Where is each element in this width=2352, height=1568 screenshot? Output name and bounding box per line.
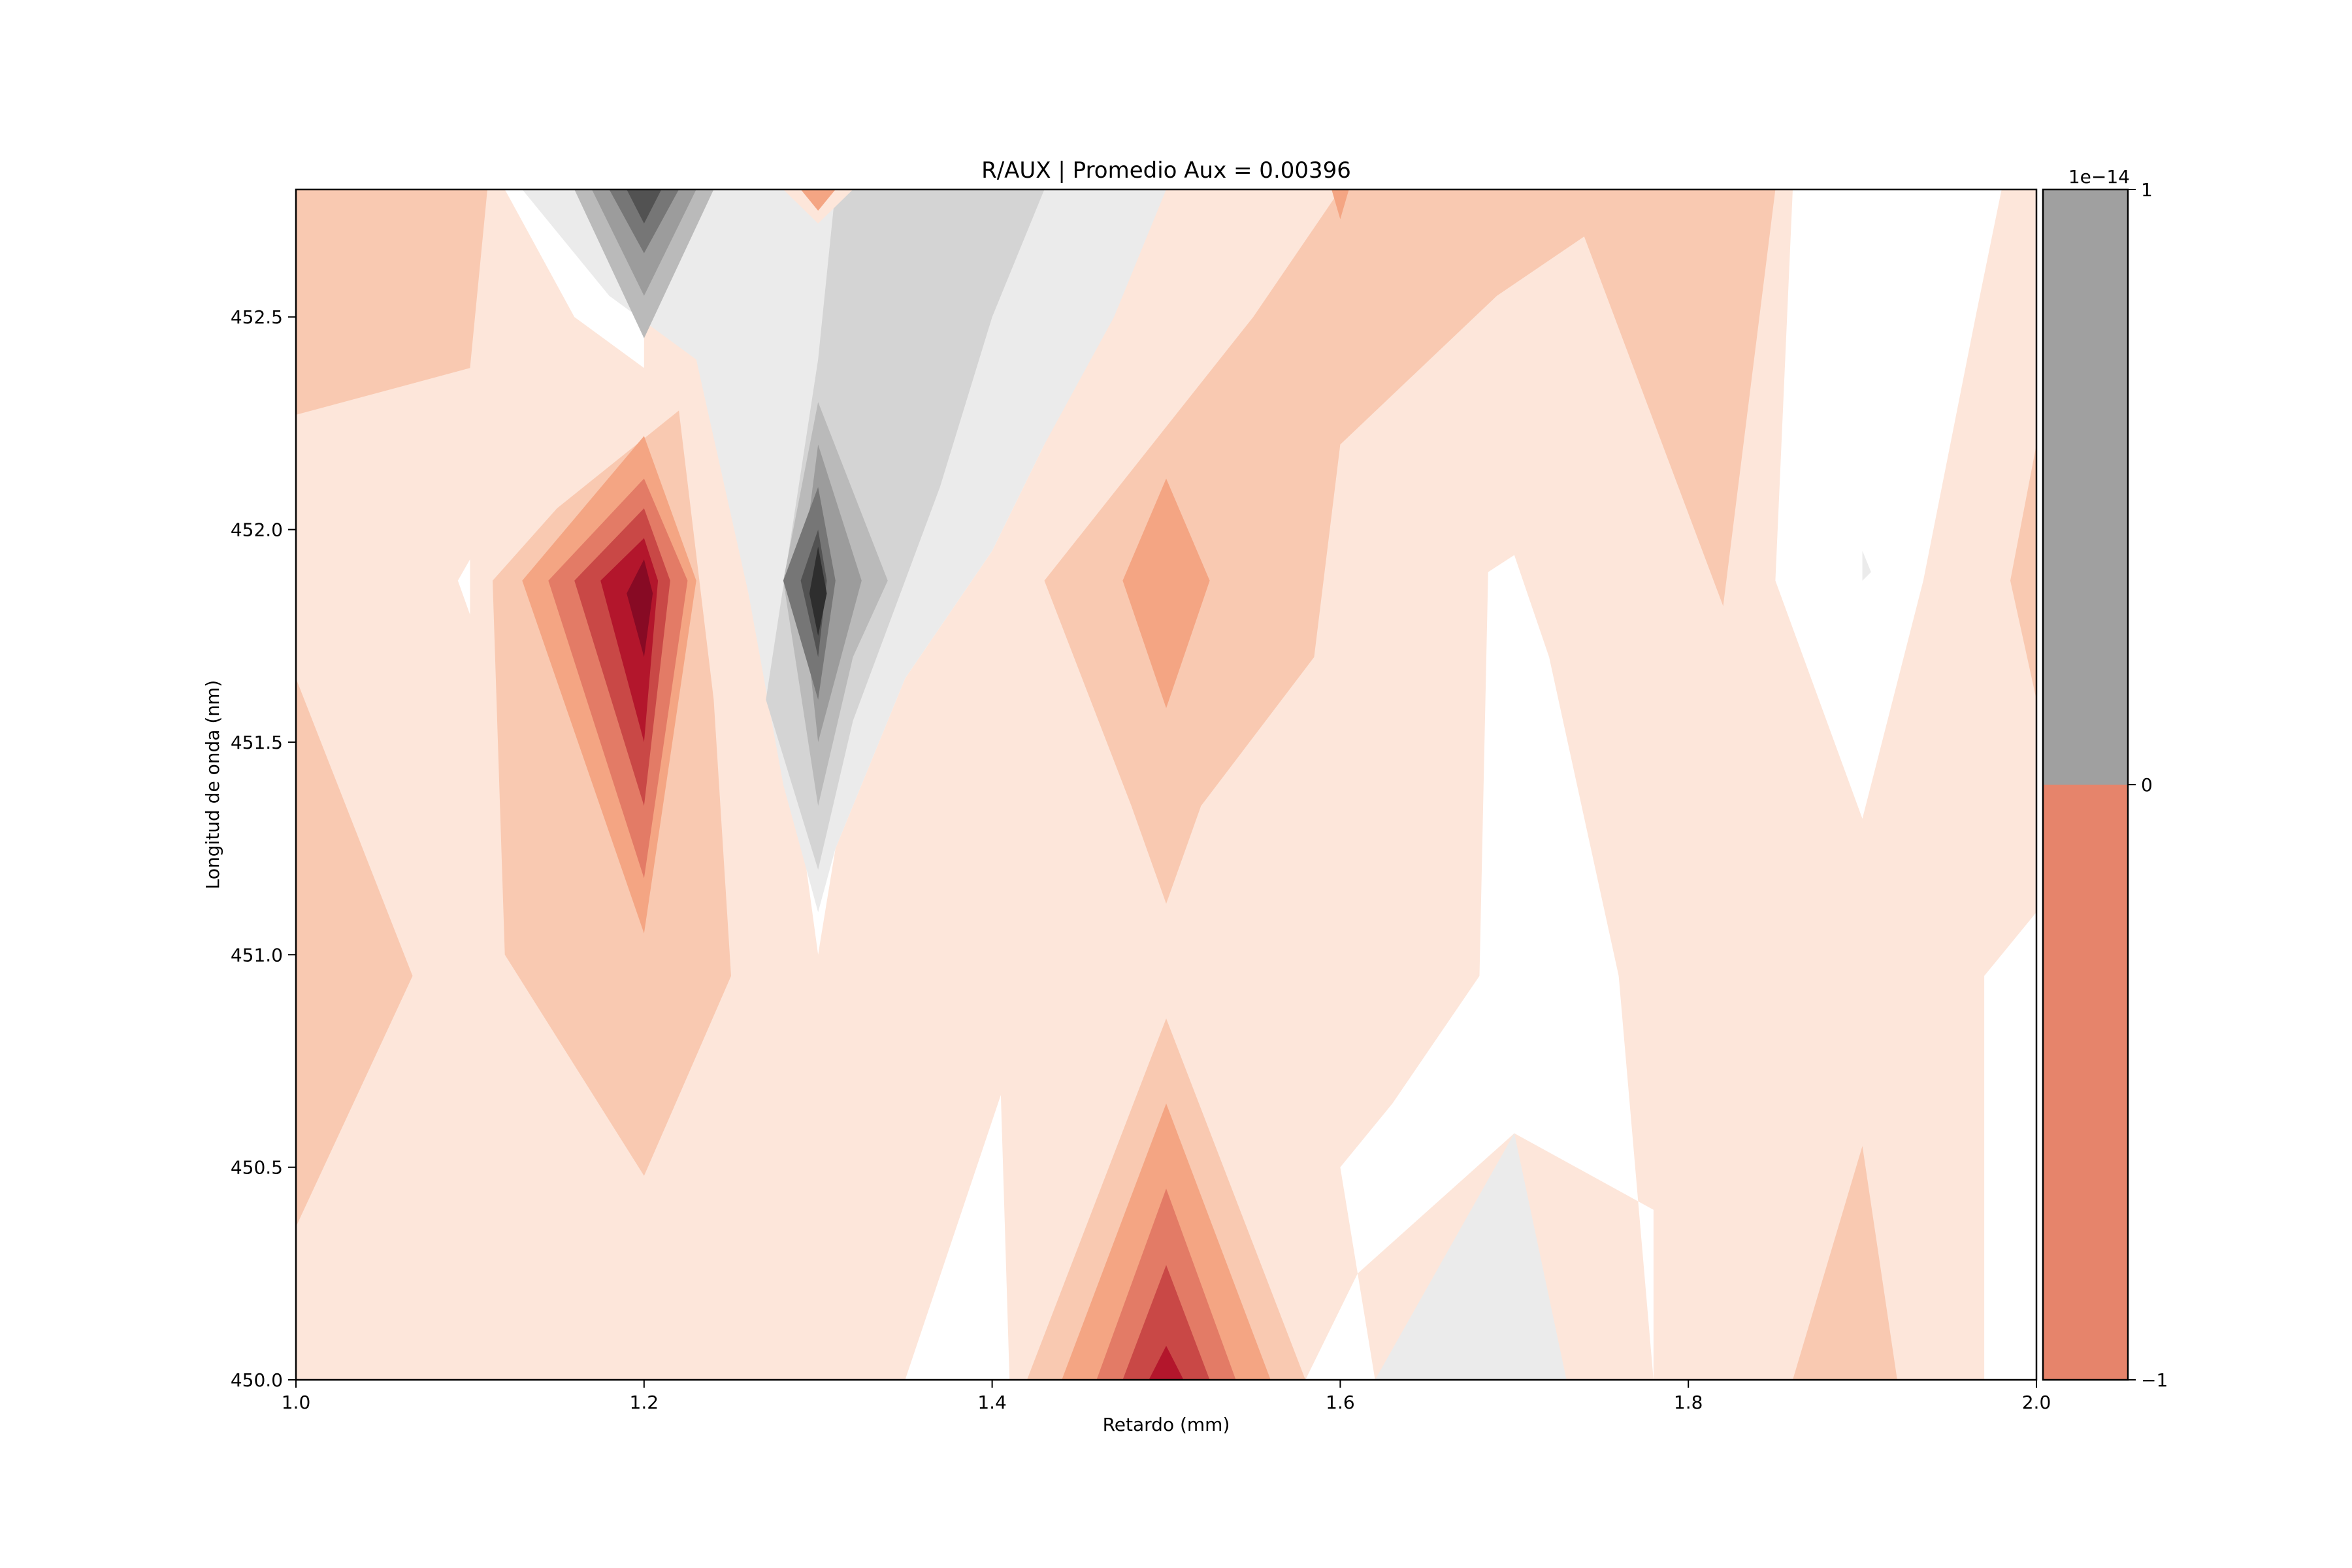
x-axis: 1.0 1.2 1.4 1.6 1.8 2.0 — [282, 1380, 2051, 1413]
colorbar-segment — [2043, 189, 2128, 785]
contour-region-red-2 — [296, 189, 487, 415]
contour-region-gray-2 — [992, 189, 1010, 233]
contour-regions — [296, 189, 2036, 1380]
y-tick-label: 451.5 — [231, 732, 283, 753]
x-tick-label: 1.8 — [1674, 1392, 1703, 1413]
y-tick-label: 452.0 — [231, 519, 283, 541]
contour-region-red-5 — [1122, 1265, 1210, 1380]
colorbar-tick-label: 0 — [2141, 774, 2153, 796]
plot-frame — [295, 188, 2038, 1381]
chart-title: R/AUX | Promedio Aux = 0.00396 — [981, 157, 1351, 184]
contour-region-gray-6 — [627, 189, 662, 224]
contour-region-red-2 — [2010, 444, 2036, 700]
contour-region-white — [1984, 912, 2036, 1380]
contour-region-white — [457, 559, 470, 615]
y-tick-label: 450.5 — [231, 1157, 283, 1179]
colorbar: 1 0 −1 — [2042, 179, 2168, 1391]
contour-region-red-2 — [1566, 189, 1776, 606]
contour-region-red-2 — [1044, 189, 1654, 904]
contour-region-white — [1775, 189, 2002, 819]
contour-region-red-2 — [296, 678, 413, 1227]
x-tick-label: 2.0 — [2022, 1392, 2051, 1413]
y-tick-label: 451.0 — [231, 944, 283, 966]
x-tick-label: 1.0 — [282, 1392, 311, 1413]
contour-region-white — [1305, 555, 1654, 1380]
contour-region-red-7 — [627, 559, 653, 657]
colorbar-segment — [2043, 785, 2128, 1380]
contour-region-gray-7 — [809, 546, 827, 636]
colorbar-exponent-label: 1e−14 — [2068, 166, 2130, 188]
contour-region-red-6 — [1149, 1345, 1184, 1380]
x-axis-label: Retardo (mm) — [1103, 1414, 1230, 1435]
colorbar-tick-label: −1 — [2141, 1369, 2168, 1391]
x-tick-label: 1.4 — [977, 1392, 1007, 1413]
x-tick-label: 1.6 — [1326, 1392, 1355, 1413]
colorbar-tick-label: 1 — [2141, 179, 2153, 201]
contour-region-red-3 — [1122, 478, 1210, 708]
y-axis-label: Longitud de onda (nm) — [202, 680, 223, 889]
contour-region-red-3 — [800, 189, 836, 211]
contour-region-white — [905, 1095, 1010, 1380]
contour-region-gray-1 — [1862, 551, 1871, 581]
y-axis: 450.0 450.5 451.0 451.5 452.0 452.5 — [231, 306, 296, 1391]
y-tick-label: 452.5 — [231, 306, 283, 328]
contour-region-red-2 — [1793, 1146, 1897, 1380]
x-tick-label: 1.2 — [630, 1392, 659, 1413]
contour-region-gray-1 — [1375, 1133, 1567, 1380]
y-tick-label: 450.0 — [231, 1369, 283, 1391]
contour-region-red-3 — [1331, 189, 1349, 220]
